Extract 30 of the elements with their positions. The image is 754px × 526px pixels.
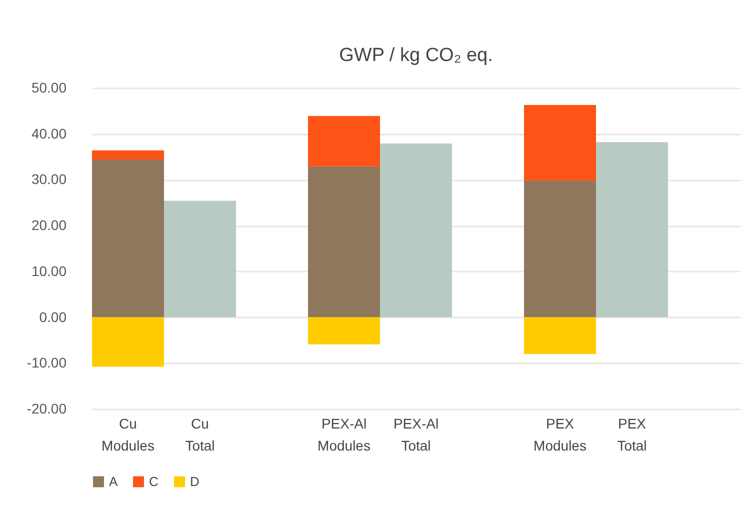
y-tick-label: 10.00 bbox=[31, 262, 67, 279]
bar bbox=[164, 200, 236, 318]
bar bbox=[308, 116, 380, 166]
y-tick-label: 50.00 bbox=[31, 80, 67, 96]
y-tick-label: 0.00 bbox=[39, 308, 67, 325]
bar bbox=[524, 317, 596, 354]
x-tick-label: PEX-Al Modules bbox=[318, 416, 370, 454]
bar bbox=[524, 180, 596, 318]
y-tick-label: -10.00 bbox=[26, 354, 67, 371]
chart-title: GWP / kg CO₂ eq. bbox=[339, 45, 493, 66]
bar bbox=[524, 104, 596, 181]
legend-label: C bbox=[149, 474, 158, 489]
x-tick-label: PEX Modules bbox=[534, 416, 586, 454]
x-tick-label: PEX Total bbox=[617, 416, 647, 454]
y-tick-label: 20.00 bbox=[31, 217, 67, 234]
legend-label: A bbox=[109, 474, 118, 489]
bar bbox=[92, 150, 164, 160]
bar bbox=[596, 142, 668, 318]
legend-label: D bbox=[190, 474, 200, 489]
y-tick-label: 40.00 bbox=[31, 125, 67, 142]
x-tick-label: Cu Modules bbox=[102, 416, 154, 454]
x-tick-label: PEX-Al Total bbox=[393, 416, 439, 454]
y-tick-label: 30.00 bbox=[31, 171, 67, 188]
bar bbox=[308, 317, 380, 344]
bar bbox=[308, 166, 380, 318]
bar bbox=[380, 143, 452, 318]
bar bbox=[92, 317, 164, 367]
y-tick-label: -20.00 bbox=[26, 400, 67, 416]
x-tick-label: Cu Total bbox=[185, 416, 215, 454]
bar bbox=[92, 160, 164, 318]
